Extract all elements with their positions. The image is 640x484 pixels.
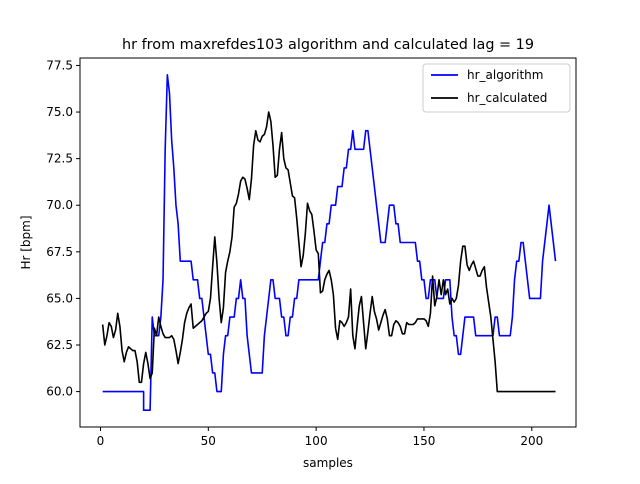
y-tick-label: 67.5 <box>46 245 73 259</box>
plot-area <box>101 73 557 412</box>
y-tick-label: 70.0 <box>46 198 73 212</box>
x-tick-label: 0 <box>97 434 105 448</box>
series-line-hr-calculated <box>101 111 556 393</box>
x-tick-label: 150 <box>413 434 436 448</box>
x-tick-label: 200 <box>520 434 543 448</box>
legend-label-hr-calculated: hr_calculated <box>467 91 547 105</box>
series-line-hr-algorithm <box>102 73 557 412</box>
legend-box <box>422 63 571 113</box>
x-tick-label: 100 <box>305 434 328 448</box>
y-tick-label: 65.0 <box>46 291 73 305</box>
y-tick-label: 60.0 <box>46 385 73 399</box>
legend-label-hr-algorithm: hr_algorithm <box>467 68 543 82</box>
y-tick-label: 72.5 <box>46 152 73 166</box>
x-axis-label: samples <box>303 456 353 470</box>
legend: hr_algorithm hr_calculated <box>422 63 571 113</box>
x-axis: 0 50 100 150 200 <box>97 427 543 448</box>
y-axis: 60.0 62.5 65.0 67.5 70.0 72.5 75.0 77.5 <box>46 58 80 399</box>
plot-frame <box>79 57 577 428</box>
y-tick-label: 77.5 <box>46 58 73 72</box>
y-tick-label: 62.5 <box>46 338 73 352</box>
chart-title: hr from maxrefdes103 algorithm and calcu… <box>122 37 534 53</box>
y-tick-label: 75.0 <box>46 105 73 119</box>
x-tick-label: 50 <box>201 434 216 448</box>
y-axis-label: Hr [bpm] <box>19 215 33 269</box>
